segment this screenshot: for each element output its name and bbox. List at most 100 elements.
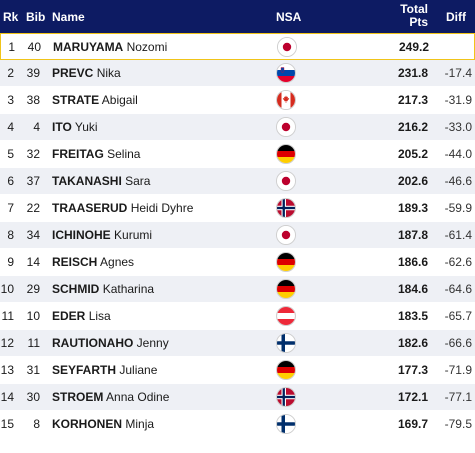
rank-cell: 4 xyxy=(7,120,14,134)
bib-cell: 37 xyxy=(26,174,40,188)
bib-cell: 40 xyxy=(27,40,41,54)
rank-cell: 14 xyxy=(0,390,14,404)
table-row[interactable]: 10 29 SCHMID Katharina 184.6 -64.6 xyxy=(0,276,475,303)
athlete-first-name: Minja xyxy=(125,417,155,431)
nsa-flag-icon xyxy=(276,171,296,191)
total-points-cell: 172.1 xyxy=(397,390,428,404)
table-row[interactable]: 3 38 STRATE Abigail 217.3 -31.9 xyxy=(0,87,475,114)
diff-cell: -61.4 xyxy=(444,228,472,242)
diff-cell: -44.0 xyxy=(444,147,472,161)
table-row[interactable]: 4 4 ITO Yuki 216.2 -33.0 xyxy=(0,114,475,141)
total-points-cell: 205.2 xyxy=(397,147,428,161)
header-diff[interactable]: Diff xyxy=(446,10,466,24)
athlete-last-name: REISCH xyxy=(52,255,98,269)
rank-cell: 2 xyxy=(7,66,14,80)
athlete-last-name: TAKANASHI xyxy=(52,174,122,188)
athlete-name[interactable]: PREVC Nika xyxy=(52,66,121,80)
table-row[interactable]: 13 31 SEYFARTH Juliane 177.3 -71.9 xyxy=(0,357,475,384)
athlete-name[interactable]: TRAASERUD Heidi Dyhre xyxy=(52,201,193,215)
athlete-last-name: SEYFARTH xyxy=(52,363,117,377)
rank-cell: 6 xyxy=(7,174,14,188)
table-row[interactable]: 8 34 ICHINOHE Kurumi 187.8 -61.4 xyxy=(0,222,475,249)
nsa-flag-icon xyxy=(276,279,296,299)
nsa-flag-icon xyxy=(276,306,296,326)
total-points-cell: 169.7 xyxy=(397,417,428,431)
total-points-cell: 182.6 xyxy=(397,336,428,350)
total-points-cell: 184.6 xyxy=(397,282,428,296)
table-row[interactable]: 11 10 EDER Lisa 183.5 -65.7 xyxy=(0,303,475,330)
nsa-flag-icon xyxy=(276,90,296,110)
header-nsa[interactable]: NSA xyxy=(276,10,302,24)
athlete-last-name: MARUYAMA xyxy=(53,40,124,54)
total-points-cell: 186.6 xyxy=(397,255,428,269)
athlete-first-name: Selina xyxy=(107,147,141,161)
bib-cell: 32 xyxy=(26,147,40,161)
rank-cell: 10 xyxy=(0,282,14,296)
diff-cell: -46.6 xyxy=(444,174,472,188)
table-row[interactable]: 5 32 FREITAG Selina 205.2 -44.0 xyxy=(0,141,475,168)
table-row[interactable]: 2 39 PREVC Nika 231.8 -17.4 xyxy=(0,60,475,87)
header-bib[interactable]: Bib xyxy=(26,10,46,24)
athlete-first-name: Agnes xyxy=(100,255,135,269)
athlete-first-name: Jenny xyxy=(136,336,169,350)
diff-cell: -79.5 xyxy=(444,417,472,431)
total-points-cell: 217.3 xyxy=(397,93,428,107)
diff-cell: -31.9 xyxy=(444,93,472,107)
athlete-first-name: Nika xyxy=(96,66,121,80)
athlete-name[interactable]: REISCH Agnes xyxy=(52,255,134,269)
header-total-points[interactable]: Total Pts xyxy=(390,3,428,29)
table-row[interactable]: 1 40 MARUYAMA Nozomi 249.2 xyxy=(0,33,475,60)
table-row[interactable]: 7 22 TRAASERUD Heidi Dyhre 189.3 -59.9 xyxy=(0,195,475,222)
nsa-flag-icon xyxy=(276,252,296,272)
athlete-last-name: EDER xyxy=(52,309,86,323)
athlete-first-name: Heidi Dyhre xyxy=(130,201,194,215)
table-row[interactable]: 12 11 RAUTIONAHO Jenny 182.6 -66.6 xyxy=(0,330,475,357)
athlete-last-name: RAUTIONAHO xyxy=(52,336,134,350)
diff-cell: -64.6 xyxy=(444,282,472,296)
athlete-name[interactable]: SEYFARTH Juliane xyxy=(52,363,157,377)
rank-cell: 7 xyxy=(7,201,14,215)
results-table: Rk Bib Name NSA Total Pts Diff 1 40 MARUYA… xyxy=(0,0,475,438)
athlete-name[interactable]: KORHONEN Minja xyxy=(52,417,154,431)
nsa-flag-icon xyxy=(276,360,296,380)
athlete-first-name: Yuki xyxy=(74,120,98,134)
table-row[interactable]: 14 30 STROEM Anna Odine 172.1 -77.1 xyxy=(0,384,475,411)
table-row[interactable]: 9 14 REISCH Agnes 186.6 -62.6 xyxy=(0,249,475,276)
nsa-flag-icon xyxy=(276,144,296,164)
athlete-name[interactable]: FREITAG Selina xyxy=(52,147,140,161)
rank-cell: 11 xyxy=(1,309,14,323)
diff-cell: -62.6 xyxy=(444,255,472,269)
athlete-first-name: Sara xyxy=(125,174,151,188)
athlete-last-name: ICHINOHE xyxy=(52,228,111,242)
nsa-flag-icon xyxy=(276,117,296,137)
rank-cell: 15 xyxy=(0,417,14,431)
rank-cell: 13 xyxy=(0,363,14,377)
athlete-first-name: Lisa xyxy=(88,309,111,323)
table-row[interactable]: 15 8 KORHONEN Minja 169.7 -79.5 xyxy=(0,411,475,438)
athlete-name[interactable]: SCHMID Katharina xyxy=(52,282,154,296)
nsa-flag-icon xyxy=(276,414,296,434)
athlete-name[interactable]: TAKANASHI Sara xyxy=(52,174,150,188)
athlete-name[interactable]: MARUYAMA Nozomi xyxy=(53,40,167,54)
athlete-last-name: KORHONEN xyxy=(52,417,123,431)
header-name[interactable]: Name xyxy=(52,10,85,24)
athlete-first-name: Abigail xyxy=(101,93,138,107)
athlete-name[interactable]: EDER Lisa xyxy=(52,309,111,323)
athlete-last-name: ITO xyxy=(52,120,72,134)
nsa-flag-icon xyxy=(276,198,296,218)
athlete-name[interactable]: STROEM Anna Odine xyxy=(52,390,169,404)
diff-cell: -17.4 xyxy=(444,66,472,80)
nsa-flag-icon xyxy=(276,225,296,245)
bib-cell: 39 xyxy=(26,66,40,80)
bib-cell: 22 xyxy=(26,201,40,215)
athlete-name[interactable]: STRATE Abigail xyxy=(52,93,138,107)
nsa-flag-icon xyxy=(277,37,297,57)
header-rank[interactable]: Rk xyxy=(3,10,19,24)
rank-cell: 3 xyxy=(7,93,14,107)
athlete-name[interactable]: RAUTIONAHO Jenny xyxy=(52,336,169,350)
table-row[interactable]: 6 37 TAKANASHI Sara 202.6 -46.6 xyxy=(0,168,475,195)
athlete-last-name: PREVC xyxy=(52,66,94,80)
bib-cell: 30 xyxy=(26,390,40,404)
athlete-name[interactable]: ITO Yuki xyxy=(52,120,98,134)
athlete-name[interactable]: ICHINOHE Kurumi xyxy=(52,228,152,242)
